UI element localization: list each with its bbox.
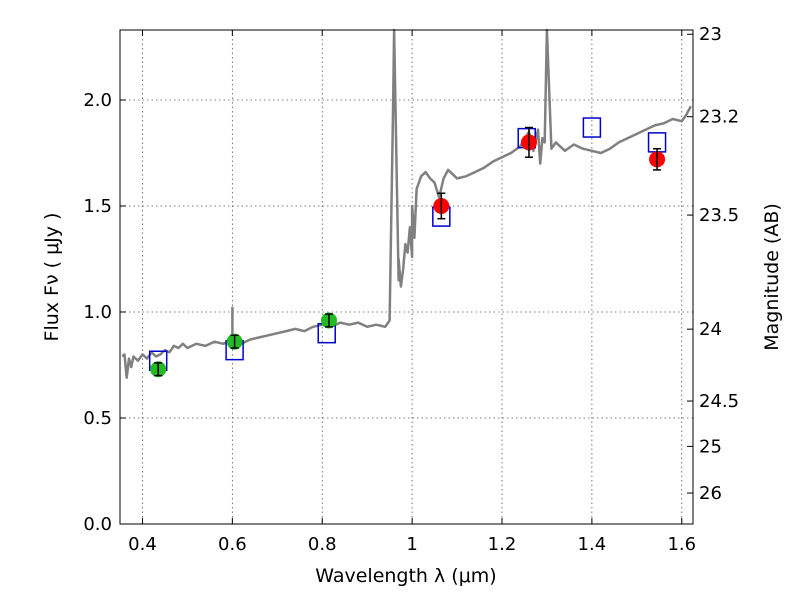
y2-tick-label: 23.5 [699, 205, 739, 226]
x-tick-label: 0.6 [218, 534, 247, 555]
y2-tick-label: 24 [699, 319, 722, 340]
x-tick-label: 1 [406, 534, 417, 555]
plot-frame [119, 29, 694, 525]
axis-ticks: 0.4 0.6 0.8 1 1.2 1.4 1.6 0.0 0.5 1.0 1.5 2.0 23 23.2… [83, 24, 739, 555]
y-tick-label: 1.5 [83, 196, 112, 217]
y2-tick-label: 26 [699, 483, 722, 504]
x-tick-label: 0.4 [128, 534, 157, 555]
y-tick-label: 0.0 [83, 514, 112, 535]
y2-tick-label: 25 [699, 436, 722, 457]
y2-tick-label: 24.5 [699, 391, 739, 412]
y2-tick-label: 23.2 [699, 107, 739, 128]
y-tick-label: 2.0 [83, 90, 112, 111]
y-tick-label: 1.0 [83, 302, 112, 323]
y-tick-label: 0.5 [83, 408, 112, 429]
x-axis-label: Wavelength λ (μm) [315, 565, 496, 587]
model-photometry-square [582, 117, 602, 138]
y-axis-label: Flux Fν ( μJy ) [41, 213, 63, 342]
x-tick-label: 1.6 [667, 534, 696, 555]
y2-tick-label: 23 [699, 24, 722, 45]
x-tick-label: 1.4 [578, 534, 607, 555]
x-tick-label: 0.8 [308, 534, 337, 555]
photometry-points [148, 117, 667, 378]
grid [120, 30, 693, 524]
model-spectrum [121, 28, 692, 379]
spectrum-line [121, 28, 692, 379]
x-tick-label: 1.2 [488, 534, 517, 555]
y2-axis-label: Magnitude (AB) [761, 203, 783, 351]
